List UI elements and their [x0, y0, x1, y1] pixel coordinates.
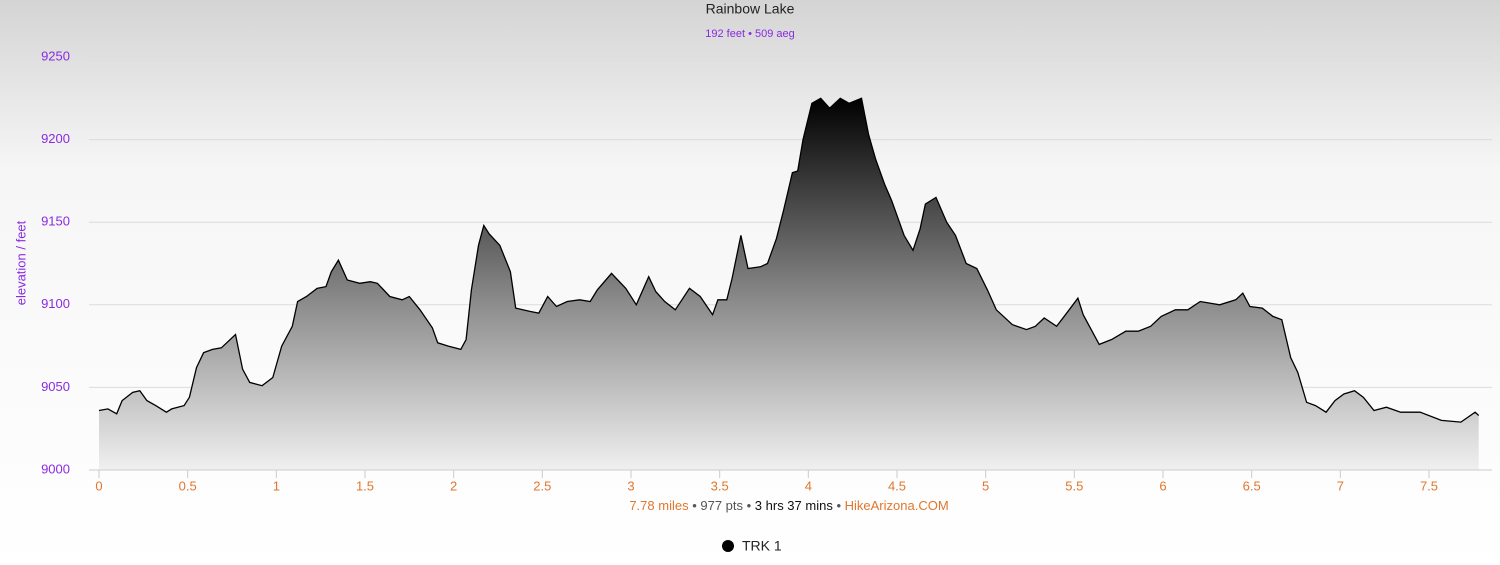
- x-tick-label: 5: [982, 478, 989, 493]
- line: [98, 97, 1480, 423]
- x-tick-label: 4.5: [888, 478, 906, 493]
- y-tick-label: 9050: [41, 379, 70, 394]
- x-tick-label: 6: [1159, 478, 1166, 493]
- footer-part: HikeArizona.COM: [845, 498, 949, 513]
- x-tick-label: 7: [1337, 478, 1344, 493]
- x-tick-label: 4: [805, 478, 812, 493]
- x-tick-label: 1.5: [356, 478, 374, 493]
- y-axis-label: elevation / feet: [13, 220, 28, 305]
- area-fill: [99, 98, 1479, 471]
- x-tick-label: 2: [450, 478, 457, 493]
- footer-text: 7.78 miles • 977 pts • 3 hrs 37 mins • H…: [629, 498, 948, 513]
- x-tick-label: 2.5: [533, 478, 551, 493]
- chart-title: Rainbow Lake: [706, 1, 795, 17]
- x-tick-label: 3.5: [711, 478, 729, 493]
- footer-part: 7.78 miles: [629, 498, 689, 513]
- footer-part: 977 pts: [700, 498, 743, 513]
- y-tick-label: 9250: [41, 48, 70, 63]
- chart-subtitle: 192 feet • 509 aeg: [705, 28, 794, 40]
- legend: TRK 1: [722, 538, 782, 554]
- footer: 7.78 miles • 977 pts • 3 hrs 37 mins • H…: [629, 498, 948, 513]
- y-tick-label: 9000: [41, 461, 70, 476]
- x-tick-label: 0.5: [179, 478, 197, 493]
- y-tick-label: 9100: [41, 296, 70, 311]
- y-tick-label: 9200: [41, 131, 70, 146]
- legend-item[interactable]: TRK 1: [722, 538, 782, 554]
- x-tick-label: 0: [95, 478, 102, 493]
- x-tick-label: 7.5: [1420, 478, 1438, 493]
- footer-part: 3 hrs 37 mins: [755, 498, 834, 513]
- x-tick-label: 3: [627, 478, 634, 493]
- footer-separator: •: [689, 498, 701, 513]
- x-tick-label: 6.5: [1243, 478, 1261, 493]
- footer-separator: •: [833, 498, 845, 513]
- y-tick-label: 9150: [41, 214, 70, 229]
- legend-label: TRK 1: [742, 538, 782, 554]
- x-tick-label: 1: [273, 478, 280, 493]
- legend-symbol: [722, 540, 734, 552]
- x-tick-label: 5.5: [1065, 478, 1083, 493]
- footer-separator: •: [743, 498, 755, 513]
